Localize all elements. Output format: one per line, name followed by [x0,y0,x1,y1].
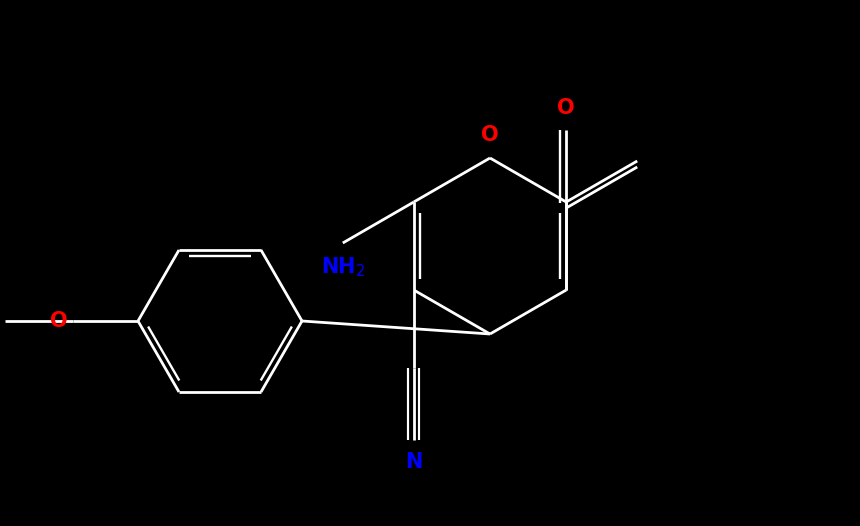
Text: N: N [405,452,422,472]
Text: O: O [51,311,68,331]
Text: O: O [482,125,499,145]
Text: NH$_2$: NH$_2$ [321,255,365,279]
Text: O: O [557,98,575,118]
